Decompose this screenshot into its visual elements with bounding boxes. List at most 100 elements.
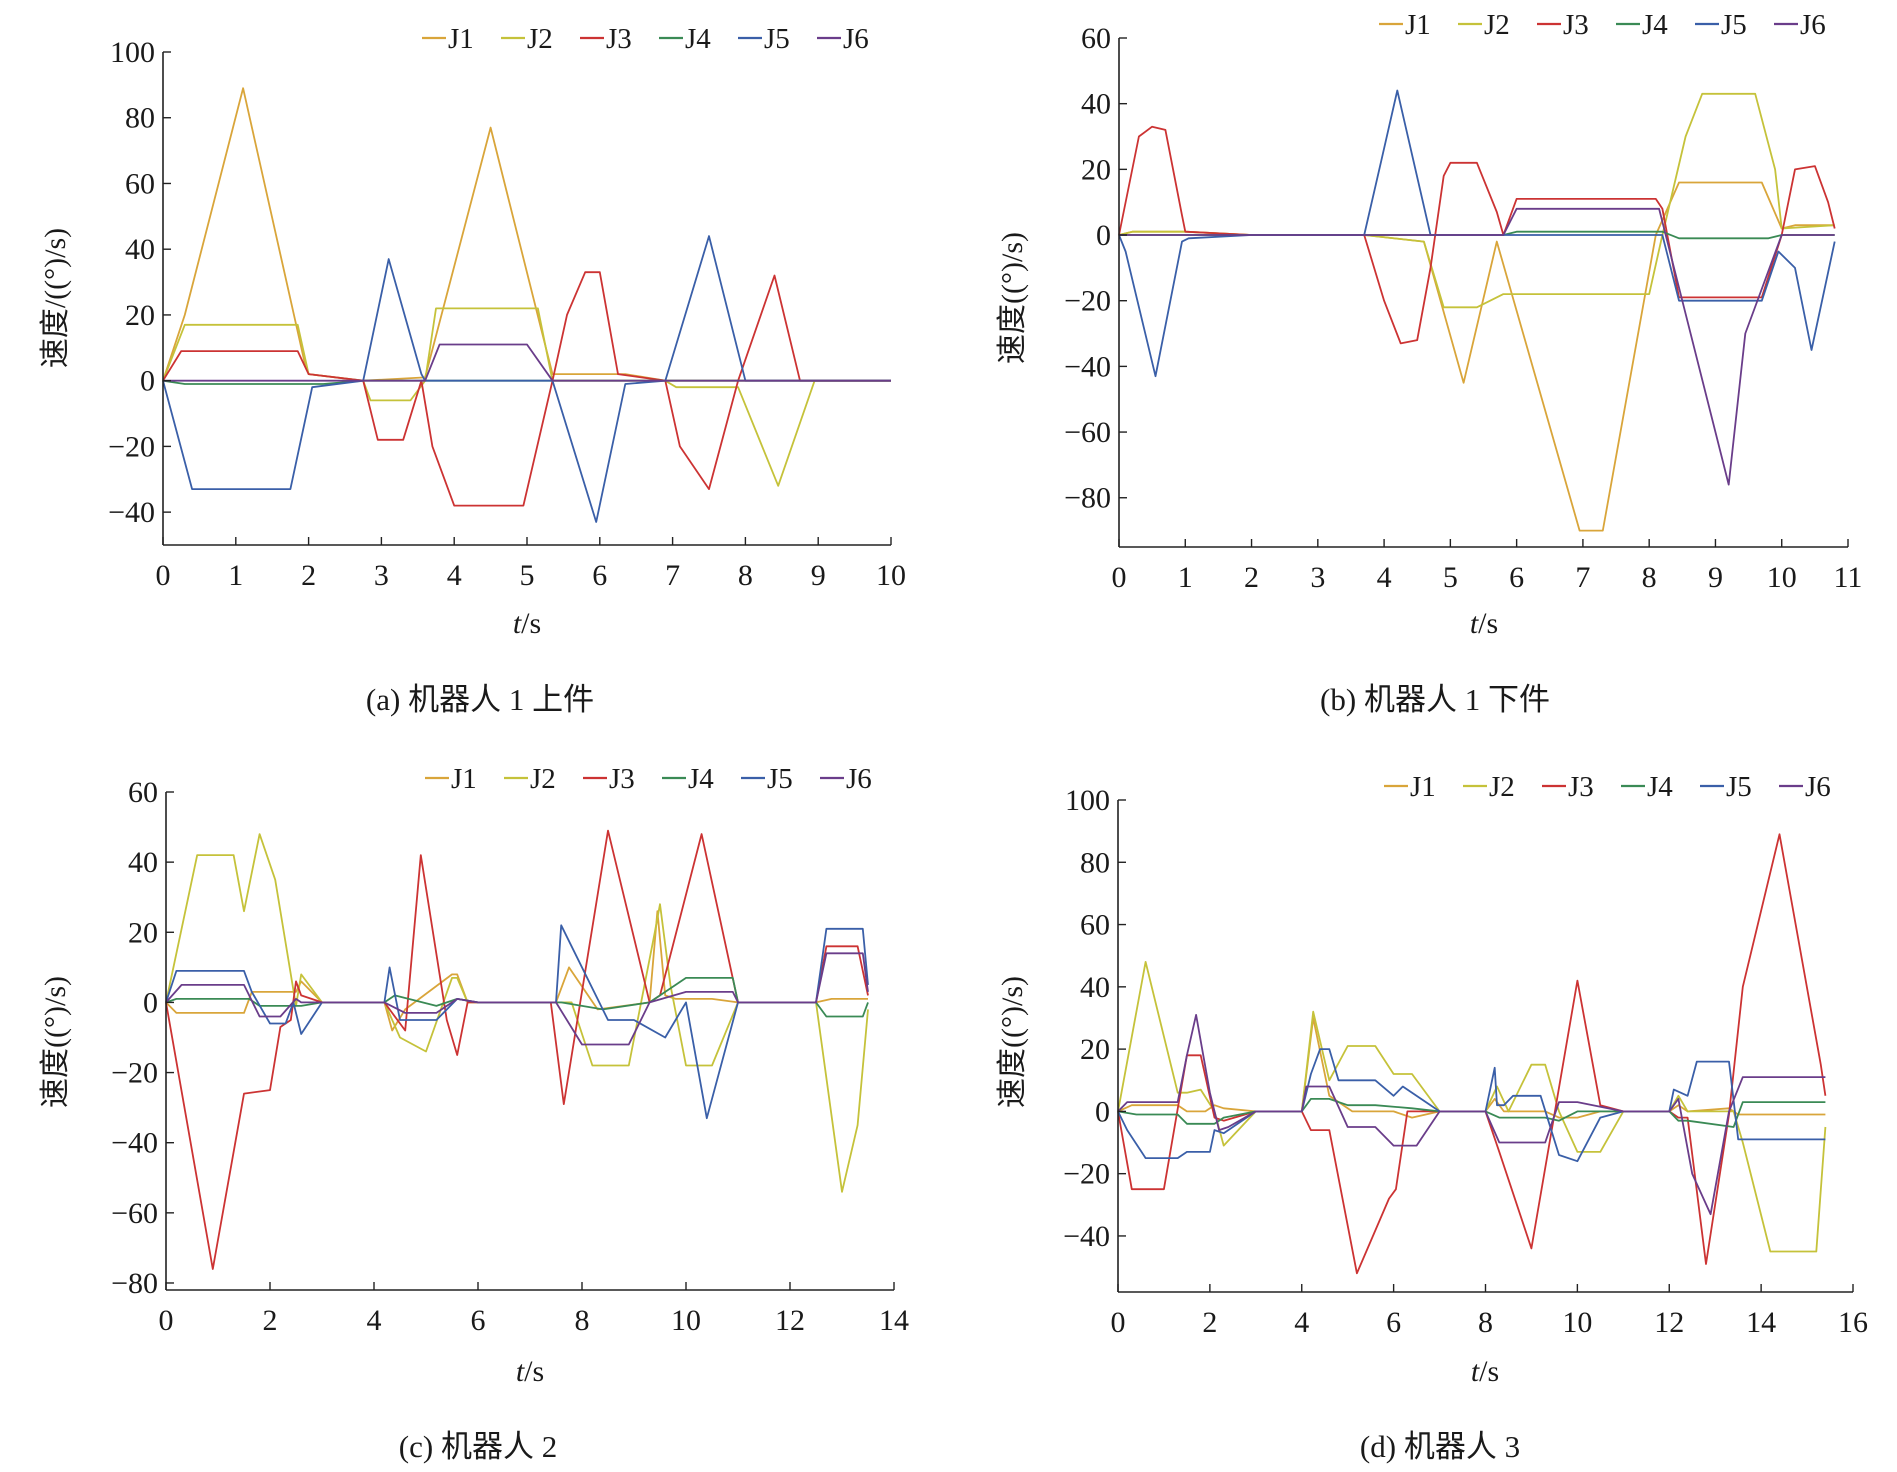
panel-c-x-tick-label: 6 <box>471 1304 486 1337</box>
panel-a-series <box>162 87 891 523</box>
panel-c-line-j6 <box>165 952 869 1046</box>
panel-d-x-tick-label: 4 <box>1294 1306 1309 1339</box>
panel-b-legend-label-j3: J3 <box>1563 9 1589 41</box>
panel-d-x-tick-label: 6 <box>1386 1306 1401 1339</box>
panel-b-x-tick-label: 10 <box>1767 561 1797 594</box>
panel-d-x-tick-label: 14 <box>1746 1306 1776 1339</box>
panel-c: 速度((°)/s) t/s (c) 机器人 2 0 2 4 6 8 10 12 14 60 40 2… <box>39 763 909 1464</box>
panel-a-line-j5 <box>162 235 891 523</box>
panel-d-legend-label-j6: J6 <box>1805 771 1831 803</box>
panel-d-y-tick-label: −40 <box>1063 1220 1110 1253</box>
panel-d-series <box>1117 833 1827 1275</box>
panel-c-y-tick-label: 0 <box>143 986 158 1019</box>
panel-c-series <box>165 829 869 1270</box>
panel-a-y-tick-label: 40 <box>125 233 155 266</box>
panel-b-y-tick-label: −80 <box>1064 482 1111 515</box>
panel-b-y-tick-label: −40 <box>1064 350 1111 383</box>
panel-a-legend: J1 J2 J3 J4 J5 J6 <box>422 23 869 55</box>
panel-c-ylabel: 速度((°)/s) <box>39 976 72 1108</box>
panel-a-line-j3 <box>162 271 891 507</box>
panel-a-xlabel-variable: t <box>513 607 522 640</box>
panel-d-x-tick-label: 0 <box>1111 1306 1126 1339</box>
panel-a-ylabel: 速度/((°)/s) <box>39 228 72 368</box>
panel-a-x-tick-label: 4 <box>447 559 462 592</box>
panel-b-legend-label-j1: J1 <box>1405 9 1431 41</box>
panel-b-y-tick-label: −20 <box>1064 285 1111 318</box>
panel-c-xlabel: t/s <box>516 1355 544 1388</box>
panel-a-legend-label-j1: J1 <box>448 23 474 55</box>
panel-b-x-tick-label: 1 <box>1178 561 1193 594</box>
panel-a-x-tick-label: 10 <box>876 559 906 592</box>
panel-a-y-tick-label: 80 <box>125 102 155 135</box>
panel-d-legend-label-j4: J4 <box>1647 771 1673 803</box>
panel-c-legend-label-j3: J3 <box>609 763 635 795</box>
panel-d-ylabel: 速度((°)/s) <box>996 976 1029 1108</box>
panel-a-y-tick-label: 100 <box>110 36 155 69</box>
panel-a-x-tick-label: 2 <box>301 559 316 592</box>
panel-c-legend-label-j2: J2 <box>530 763 556 795</box>
panel-d-y-tick-label: 20 <box>1080 1033 1110 1066</box>
panel-c-y-tick-label: −80 <box>111 1267 158 1300</box>
panel-b-line-j6 <box>1119 207 1835 486</box>
panel-a-x-tick-label: 6 <box>592 559 607 592</box>
panel-b-y-tick-label: −60 <box>1064 416 1111 449</box>
panel-b-line-j5 <box>1118 89 1836 378</box>
panel-a-x-tick-label: 5 <box>520 559 535 592</box>
panel-a-legend-label-j3: J3 <box>606 23 632 55</box>
panel-a-y-tick-label: 60 <box>125 167 155 200</box>
panel-c-legend: J1 J2 J3 J4 J5 J6 <box>425 763 872 795</box>
panel-b-caption: (b) 机器人 1 下件 <box>1320 682 1550 717</box>
panel-a: 速度/((°)/s) t/s (a) 机器人 1 上件 0 1 2 3 4 5 6 7 8 9 10… <box>39 23 906 717</box>
panel-d-line-j6 <box>1117 1014 1826 1216</box>
panel-b-x-tick-label: 7 <box>1575 561 1590 594</box>
panel-a-legend-label-j6: J6 <box>843 23 869 55</box>
panel-b-x-tick-label: 8 <box>1642 561 1657 594</box>
panel-d-xlabel-unit: /s <box>1479 1355 1499 1388</box>
panel-c-x-tick-label: 2 <box>263 1304 278 1337</box>
panel-a-line-j2 <box>162 307 891 487</box>
panel-c-y-tick-label: 40 <box>128 846 158 879</box>
panel-b-legend-label-j6: J6 <box>1800 9 1826 41</box>
panel-c-x-tick-label: 10 <box>671 1304 701 1337</box>
panel-a-xlabel: t/s <box>513 607 541 640</box>
panel-b-x-tick-label: 11 <box>1834 561 1863 594</box>
panel-d-y-tick-label: 0 <box>1095 1095 1110 1128</box>
panel-a-x-tick-label: 0 <box>156 559 171 592</box>
panel-c-xlabel-unit: /s <box>524 1355 544 1388</box>
panel-b: 速度((°)/s) t/s (b) 机器人 1 下件 0 1 2 3 4 5 6 7 8 9 10 1… <box>996 9 1862 717</box>
panel-c-line-j3 <box>165 829 869 1270</box>
panel-d-legend: J1 J2 J3 J4 J5 J6 <box>1384 771 1831 803</box>
panel-b-xlabel-unit: /s <box>1478 607 1498 640</box>
panel-d-y-tick-label: 60 <box>1080 909 1110 942</box>
panel-a-y-tick-label: −40 <box>108 496 155 529</box>
panel-d-y-tick-label: 80 <box>1080 846 1110 879</box>
panel-c-y-tick-label: 60 <box>128 776 158 809</box>
panel-c-y-tick-label: 20 <box>128 916 158 949</box>
panel-a-legend-label-j5: J5 <box>764 23 790 55</box>
panel-a-y-tick-label: −20 <box>108 430 155 463</box>
panel-b-line-j3 <box>1118 125 1836 345</box>
panel-a-legend-label-j2: J2 <box>527 23 553 55</box>
panel-c-x-tick-label: 8 <box>575 1304 590 1337</box>
panel-d-legend-label-j2: J2 <box>1489 771 1515 803</box>
panel-a-y-tick-label: 20 <box>125 299 155 332</box>
panel-a-x-tick-label: 9 <box>811 559 826 592</box>
panel-d-legend-label-j1: J1 <box>1410 771 1436 803</box>
panel-a-x-tick-label: 7 <box>665 559 680 592</box>
panel-d: 速度((°)/s) t/s (d) 机器人 3 0 2 4 6 8 10 12 14 16 100… <box>996 771 1868 1464</box>
panel-b-legend-label-j2: J2 <box>1484 9 1510 41</box>
panel-c-y-tick-label: −60 <box>111 1197 158 1230</box>
panel-c-x-tick-label: 14 <box>879 1304 909 1337</box>
panel-c-y-tick-label: −40 <box>111 1127 158 1160</box>
panel-d-xlabel: t/s <box>1471 1355 1499 1388</box>
panel-d-x-tick-label: 8 <box>1478 1306 1493 1339</box>
panel-c-legend-label-j6: J6 <box>846 763 872 795</box>
panel-b-xlabel: t/s <box>1470 607 1498 640</box>
panel-b-legend: J1 J2 J3 J4 J5 J6 <box>1379 9 1826 41</box>
panel-b-x-tick-label: 2 <box>1244 561 1259 594</box>
panel-a-xlabel-unit: /s <box>521 607 541 640</box>
panel-b-y-tick-label: 60 <box>1081 22 1111 55</box>
panel-b-x-tick-label: 4 <box>1377 561 1392 594</box>
panel-d-caption: (d) 机器人 3 <box>1360 1429 1520 1464</box>
